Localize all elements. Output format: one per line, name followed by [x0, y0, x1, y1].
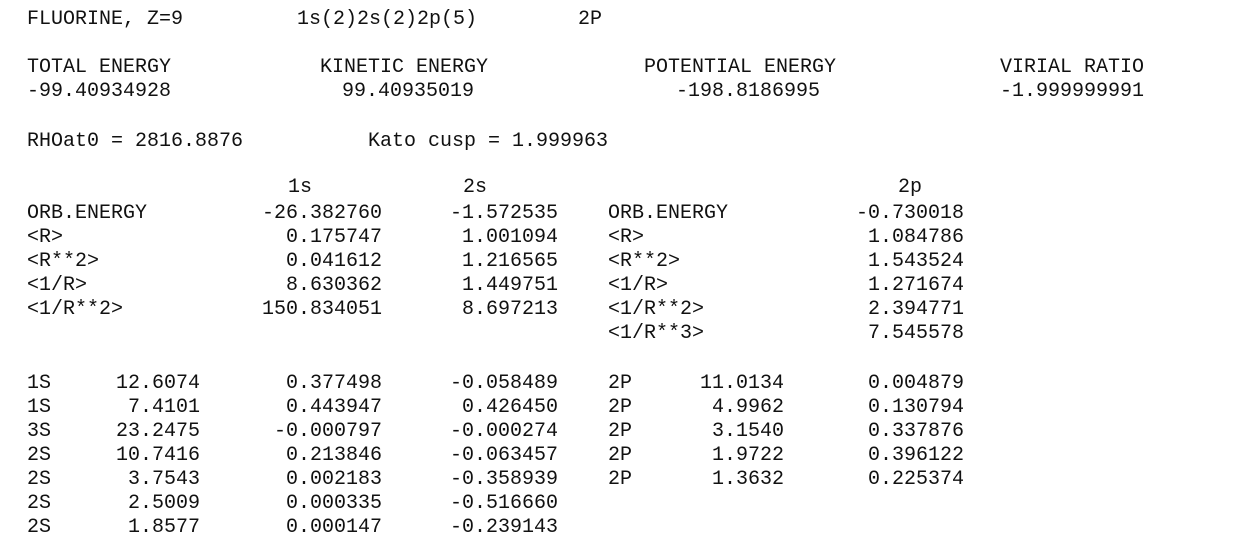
- prop-label: <1/R**2>: [27, 298, 124, 321]
- basis-exponent-s: 23.2475: [115, 420, 200, 443]
- basis-coef-1s: 0.213846: [285, 444, 382, 467]
- prop-value-1s: 150.834051: [261, 298, 382, 321]
- prop-label-p: <1/R**3>: [608, 322, 705, 345]
- prop-value-2p: 1.543524: [867, 250, 964, 273]
- prop-value-2p: 2.394771: [867, 298, 964, 321]
- basis-type-p: 2P: [608, 396, 633, 419]
- prop-value-2s: 1.449751: [461, 274, 558, 297]
- basis-type-s: 2S: [27, 468, 52, 491]
- potential-energy-value: -198.8186995: [676, 80, 821, 103]
- prop-value-2s: 1.216565: [461, 250, 558, 273]
- col-header-1s: 1s: [287, 176, 312, 199]
- basis-exponent-p: 11.0134: [699, 372, 784, 395]
- basis-coef-2p: 0.130794: [867, 396, 964, 419]
- virial-ratio-value: -1.999999991: [1000, 80, 1145, 103]
- prop-label-p: <R>: [608, 226, 645, 249]
- basis-exponent-s: 3.7543: [127, 468, 200, 491]
- basis-exponent-s: 1.8577: [127, 516, 200, 539]
- basis-coef-2p: 0.337876: [867, 420, 964, 443]
- kato-cusp: Kato cusp = 1.999963: [368, 130, 609, 153]
- prop-value-1s: 8.630362: [285, 274, 382, 297]
- kinetic-energy-value: 99.40935019: [342, 80, 475, 103]
- basis-coef-2s: 0.426450: [461, 396, 558, 419]
- basis-exponent-p: 1.9722: [711, 444, 784, 467]
- rho-at-zero: RHOat0 = 2816.8876: [27, 130, 244, 153]
- prop-value-2p: 1.271674: [867, 274, 964, 297]
- prop-label: <1/R>: [27, 274, 88, 297]
- basis-type-s: 3S: [27, 420, 52, 443]
- basis-type-s: 2S: [27, 492, 52, 515]
- basis-coef-1s: 0.000335: [285, 492, 382, 515]
- basis-coef-1s: 0.377498: [285, 372, 382, 395]
- element-title: FLUORINE, Z=9: [27, 8, 184, 31]
- basis-coef-2s: -0.058489: [449, 372, 558, 395]
- basis-coef-2p: 0.396122: [867, 444, 964, 467]
- basis-exponent-p: 4.9962: [711, 396, 784, 419]
- basis-type-p: 2P: [608, 372, 633, 395]
- prop-value-2p: 7.545578: [867, 322, 964, 345]
- basis-exponent-s: 7.4101: [127, 396, 200, 419]
- prop-value-2s: -1.572535: [449, 202, 558, 225]
- basis-type-p: 2P: [608, 420, 633, 443]
- total-energy-label: TOTAL ENERGY: [27, 56, 172, 79]
- basis-type-p: 2P: [608, 468, 633, 491]
- prop-label: ORB.ENERGY: [27, 202, 148, 225]
- basis-coef-1s: 0.002183: [285, 468, 382, 491]
- basis-coef-2s: -0.239143: [449, 516, 558, 539]
- basis-coef-2s: -0.063457: [449, 444, 558, 467]
- basis-exponent-s: 2.5009: [127, 492, 200, 515]
- basis-exponent-p: 1.3632: [711, 468, 784, 491]
- basis-type-p: 2P: [608, 444, 633, 467]
- basis-exponent-s: 12.6074: [115, 372, 200, 395]
- virial-ratio-label: VIRIAL RATIO: [1000, 56, 1145, 79]
- basis-coef-1s: 0.443947: [285, 396, 382, 419]
- prop-label-p: <1/R>: [608, 274, 669, 297]
- prop-label-p: ORB.ENERGY: [608, 202, 729, 225]
- prop-label-p: <1/R**2>: [608, 298, 705, 321]
- prop-label: <R>: [27, 226, 64, 249]
- prop-value-1s: 0.041612: [285, 250, 382, 273]
- basis-coef-2p: 0.004879: [867, 372, 964, 395]
- prop-value-2p: -0.730018: [855, 202, 964, 225]
- col-header-2p: 2p: [897, 176, 922, 199]
- col-header-2s: 2s: [462, 176, 487, 199]
- basis-coef-2s: -0.358939: [449, 468, 558, 491]
- term-symbol: 2P: [578, 8, 603, 31]
- basis-type-s: 2S: [27, 516, 52, 539]
- potential-energy-label: POTENTIAL ENERGY: [644, 56, 837, 79]
- basis-type-s: 1S: [27, 372, 52, 395]
- kinetic-energy-label: KINETIC ENERGY: [320, 56, 489, 79]
- basis-exponent-p: 3.1540: [711, 420, 784, 443]
- basis-type-s: 2S: [27, 444, 52, 467]
- prop-value-2s: 8.697213: [461, 298, 558, 321]
- prop-label: <R**2>: [27, 250, 100, 273]
- basis-exponent-s: 10.7416: [115, 444, 200, 467]
- basis-coef-2p: 0.225374: [867, 468, 964, 491]
- total-energy-value: -99.40934928: [27, 80, 172, 103]
- prop-value-1s: -26.382760: [261, 202, 382, 225]
- basis-coef-2s: -0.516660: [449, 492, 558, 515]
- prop-value-1s: 0.175747: [285, 226, 382, 249]
- prop-value-2p: 1.084786: [867, 226, 964, 249]
- basis-coef-2s: -0.000274: [449, 420, 558, 443]
- basis-coef-1s: -0.000797: [273, 420, 382, 443]
- basis-type-s: 1S: [27, 396, 52, 419]
- basis-coef-1s: 0.000147: [285, 516, 382, 539]
- prop-label-p: <R**2>: [608, 250, 681, 273]
- electron-configuration: 1s(2)2s(2)2p(5): [297, 8, 478, 31]
- prop-value-2s: 1.001094: [461, 226, 558, 249]
